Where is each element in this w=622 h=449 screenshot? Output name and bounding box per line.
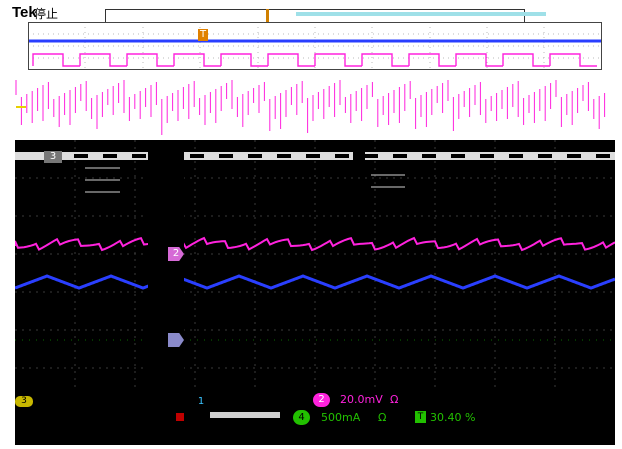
record-view-bar[interactable] [105,9,546,23]
ch3-marker[interactable]: 3 [44,151,62,163]
status-graphic [210,412,280,418]
ch2-scale: 20.0mV [340,393,383,406]
trigger-level: 30.40 % [430,411,476,424]
status-red-indicator [176,413,184,421]
record-view-window[interactable] [296,12,546,16]
zoom-connector-traces [15,80,606,135]
brand-logo: Tek [12,4,37,21]
record-trigger-marker [266,9,269,23]
zoom-overview-traces [28,22,602,70]
zoom-trigger-marker: T [198,29,208,41]
ch4-scale: 500mA [321,411,361,424]
ch1-badge[interactable]: 1 [197,396,205,407]
acquisition-status: 停止 [34,7,59,21]
waveform-traces [14,140,616,445]
ch2-badge[interactable]: 2 [313,393,330,407]
ch4-bandwidth: Ω [378,411,387,424]
ch2-bandwidth: Ω [390,393,399,406]
trigger-icon: T [415,411,426,423]
ch1-marker[interactable] [168,333,184,347]
ch4-badge[interactable]: 4 [293,410,310,425]
ch3-badge[interactable]: 3 [15,396,33,407]
zoom-overview-window[interactable] [28,22,602,70]
ch2-marker[interactable]: 2 [168,247,184,261]
